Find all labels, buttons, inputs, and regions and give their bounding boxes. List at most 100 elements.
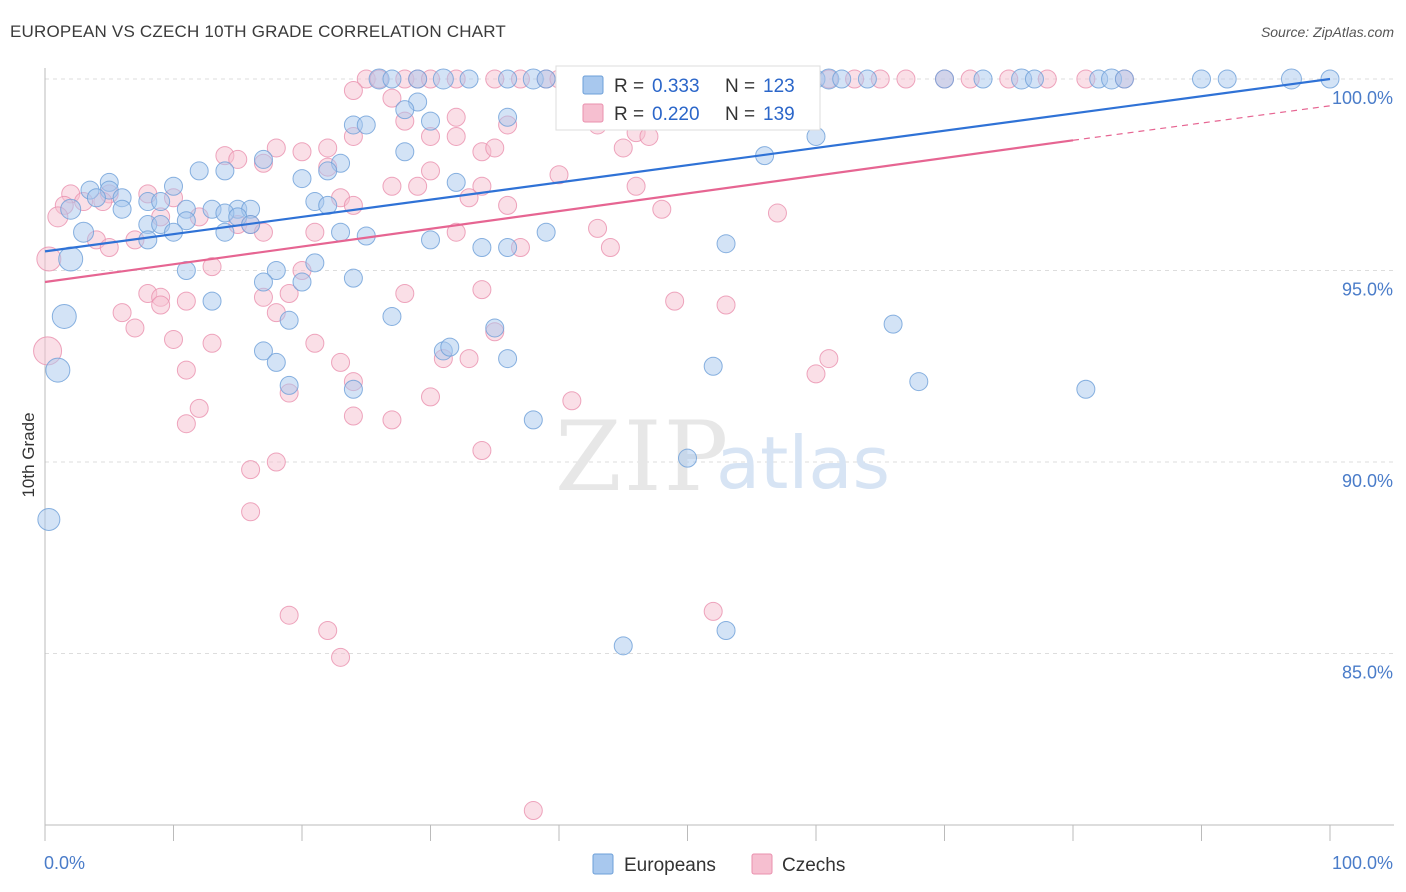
- europeans-legend-label: Europeans: [624, 855, 716, 876]
- trend-lines: [44, 77, 1331, 284]
- czech-point: [472, 441, 492, 461]
- czech-point: [446, 126, 466, 146]
- european-point: [909, 372, 929, 392]
- european-point: [1217, 69, 1237, 89]
- czech-point: [176, 291, 196, 311]
- czech-point: [228, 149, 248, 169]
- european-point: [343, 379, 363, 399]
- czech-point: [523, 801, 543, 821]
- y-tick-label: 95.0%: [1342, 280, 1393, 300]
- czech-point: [421, 387, 440, 407]
- european-point: [253, 272, 273, 292]
- czech-point: [241, 502, 261, 522]
- czech-point: [472, 280, 492, 300]
- czech-point: [382, 176, 402, 196]
- czech-point: [279, 605, 299, 625]
- czech-point: [459, 188, 479, 208]
- czech-point: [446, 107, 466, 127]
- czech-point: [151, 295, 171, 315]
- european-point: [253, 149, 273, 169]
- y-tick-label: 90.0%: [1342, 471, 1393, 491]
- european-point: [935, 69, 954, 89]
- czech-point: [331, 352, 351, 372]
- czech-point: [472, 176, 492, 196]
- european-point: [164, 176, 183, 196]
- czech-point: [562, 391, 582, 411]
- czechs-legend-swatch: [582, 103, 604, 123]
- european-point: [382, 69, 402, 89]
- europeans-trend-line: [44, 77, 1331, 253]
- czech-point: [703, 601, 723, 621]
- czech-point: [343, 80, 363, 100]
- european-point: [331, 222, 351, 242]
- czechs-n-value: 139: [763, 104, 795, 125]
- european-point: [58, 246, 84, 272]
- european-point: [832, 69, 852, 89]
- european-point: [498, 69, 518, 89]
- european-point: [45, 357, 71, 383]
- european-point: [202, 291, 222, 311]
- czech-point: [652, 199, 672, 219]
- european-point: [343, 268, 363, 288]
- czech-point: [421, 161, 440, 181]
- czech-point: [318, 138, 338, 158]
- european-point: [716, 621, 736, 641]
- czech-point: [305, 333, 325, 353]
- european-point: [176, 211, 196, 231]
- european-point: [1114, 69, 1134, 89]
- czech-point: [202, 333, 222, 353]
- european-point: [305, 253, 325, 273]
- european-point: [138, 230, 158, 250]
- european-point: [292, 169, 312, 189]
- czechs-n-label: N =: [725, 104, 755, 125]
- european-point: [215, 161, 235, 181]
- czech-point: [382, 88, 402, 108]
- european-point: [857, 69, 877, 89]
- czech-point: [279, 283, 299, 303]
- european-point: [536, 69, 556, 89]
- european-point: [253, 341, 273, 361]
- czech-point: [716, 295, 736, 315]
- czechs-legend-marker: [751, 853, 773, 875]
- european-point: [356, 115, 376, 135]
- czech-point: [202, 257, 222, 277]
- czech-point: [395, 283, 415, 303]
- european-point: [279, 375, 299, 395]
- european-point: [382, 306, 402, 326]
- european-point: [536, 222, 556, 242]
- czech-point: [446, 222, 466, 242]
- european-point: [421, 230, 440, 250]
- european-point: [440, 337, 460, 357]
- czechs-r-value: 0.220: [652, 104, 700, 125]
- european-point: [883, 314, 903, 334]
- x-tick-label-min: 0.0%: [44, 853, 85, 873]
- european-point: [421, 111, 440, 131]
- czech-point: [459, 349, 479, 369]
- czech-point: [125, 318, 145, 338]
- x-axis-ticks: [44, 825, 1331, 841]
- european-point: [73, 221, 95, 243]
- czech-point: [498, 195, 518, 215]
- czech-point: [305, 222, 325, 242]
- european-point: [678, 448, 697, 468]
- european-point: [395, 142, 415, 162]
- european-point: [498, 238, 518, 258]
- czech-point: [600, 238, 620, 258]
- europeans-n-value: 123: [763, 76, 795, 97]
- czech-point: [408, 176, 428, 196]
- european-point: [432, 68, 454, 90]
- european-point: [151, 192, 171, 212]
- european-point: [1192, 69, 1211, 89]
- czech-point: [343, 406, 363, 426]
- european-point: [266, 261, 286, 280]
- european-point: [86, 188, 106, 208]
- european-point: [395, 100, 415, 120]
- czech-point: [266, 452, 286, 472]
- y-tick-label: 85.0%: [1342, 663, 1393, 683]
- czechs-trend-extension: [1072, 105, 1331, 141]
- legend-stats: R = 0.333 N = 123 R = 0.220 N = 139: [555, 65, 821, 131]
- czech-point: [176, 360, 196, 380]
- czech-point: [485, 138, 505, 158]
- czech-point: [819, 349, 839, 369]
